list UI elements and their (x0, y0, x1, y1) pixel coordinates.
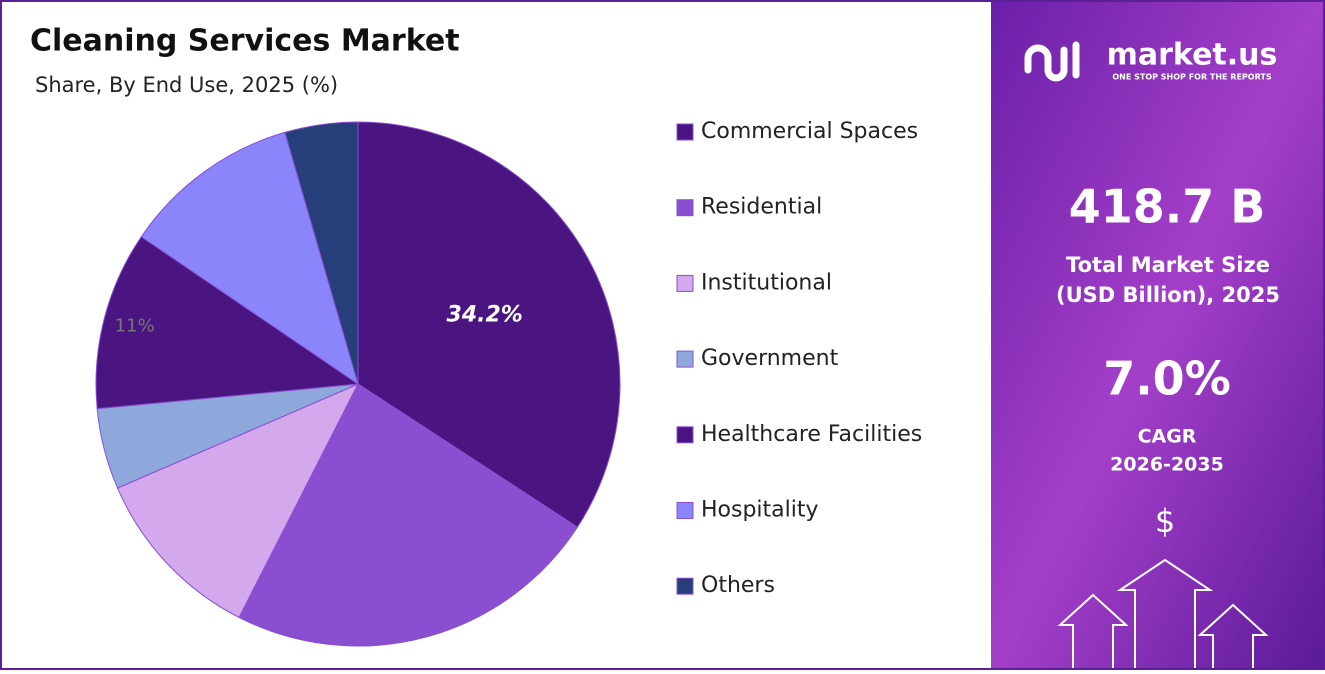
pie-slice (238, 383, 579, 647)
pie: 34.2% 11% (95, 121, 621, 647)
pie-slice (284, 121, 359, 385)
legend-label: Others (701, 573, 775, 598)
pie-slice (140, 131, 359, 386)
market-size: 418.7 B (1069, 180, 1266, 234)
legend-swatch (676, 426, 694, 444)
market-size-label: Total Market Size (1066, 253, 1270, 277)
chart-subtitle: Share, By End Use, 2025 (%) (35, 73, 338, 97)
arrows (1057, 558, 1269, 668)
chart-title: Cleaning Services Market (30, 24, 460, 59)
legend: Commercial Spaces Residential Institutiona… (676, 119, 922, 598)
pie-slice (357, 121, 621, 528)
cagr-period: 2026-2035 (1110, 454, 1224, 476)
legend-swatch (676, 577, 694, 595)
market-size-label: (USD Billion), 2025 (1056, 283, 1280, 307)
legend-swatch (676, 350, 694, 368)
currency-icon: $ (1155, 502, 1175, 540)
side-panel (991, 2, 1323, 668)
panel-content: market.us ONE STOP SHOP FOR THE REPORTS … (1024, 38, 1280, 668)
data-label: 11% (115, 316, 155, 337)
cagr-label: CAGR (1138, 426, 1197, 448)
legend-label: Healthcare Facilities (701, 422, 922, 447)
tagline: ONE STOP SHOP FOR THE REPORTS (1112, 73, 1271, 82)
legend-label: Residential (701, 195, 822, 220)
logo-icon (1024, 41, 1080, 82)
legend-label: Institutional (701, 270, 832, 295)
brand: market.us (1107, 38, 1278, 73)
cagr-value: 7.0% (1103, 352, 1231, 406)
legend-swatch (676, 502, 694, 519)
legend-swatch (676, 199, 694, 217)
data-label: 34.2% (447, 302, 523, 327)
legend-swatch (676, 123, 694, 141)
legend-label: Commercial Spaces (701, 119, 918, 144)
legend-label: Hospitality (701, 498, 819, 523)
pie-slice (116, 382, 360, 619)
legend-label: Government (701, 346, 839, 371)
pie-slice (95, 236, 360, 410)
legend-swatch (676, 274, 694, 292)
